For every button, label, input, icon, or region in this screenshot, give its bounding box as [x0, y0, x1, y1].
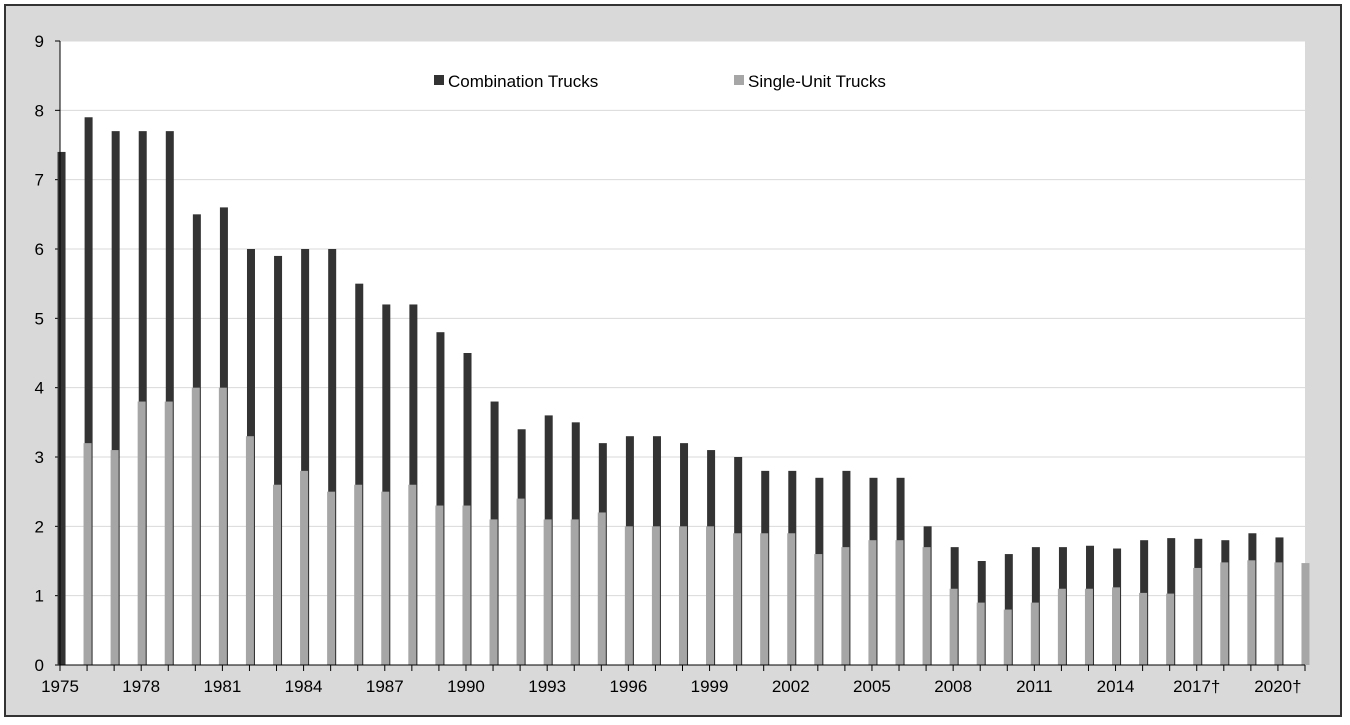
single-unit-bar: [327, 491, 336, 665]
x-tick-label: 1975: [41, 677, 79, 696]
single-unit-bar: [814, 554, 823, 665]
single-unit-bar: [976, 602, 985, 665]
legend: Combination Trucks Single-Unit Trucks: [434, 72, 886, 91]
single-unit-bar: [1139, 592, 1148, 665]
y-tick-label: 7: [35, 171, 44, 190]
combination-bar: [138, 131, 147, 666]
combination-bar: [111, 131, 120, 666]
combination-bar: [57, 151, 66, 665]
single-unit-bar: [1247, 560, 1256, 665]
single-unit-bar: [651, 526, 660, 665]
single-unit-bar: [1003, 609, 1012, 665]
single-unit-bar: [516, 498, 525, 665]
bars: [57, 117, 1310, 666]
single-unit-bar: [1084, 588, 1093, 665]
single-unit-bar: [272, 484, 281, 665]
single-unit-bar: [191, 387, 200, 665]
x-tick-label: 1993: [528, 677, 566, 696]
x-tick-label: 2014: [1097, 677, 1135, 696]
single-unit-bar: [895, 540, 904, 665]
single-unit-bar: [1030, 602, 1039, 665]
y-tick-label: 8: [35, 101, 44, 120]
single-unit-bar: [1112, 587, 1121, 665]
axes: [59, 41, 1306, 671]
x-tick-label: 2011: [1016, 677, 1053, 696]
y-tick-label: 4: [35, 379, 44, 398]
single-unit-bar: [83, 443, 92, 665]
x-axis-labels: 1975 1978 1981 1984 1987 1990 1993 1996 1999 2002…: [41, 677, 1301, 696]
combination-bar: [274, 255, 283, 665]
single-unit-bar: [300, 470, 309, 665]
y-tick-label: 1: [35, 587, 44, 606]
x-tick-label: 2017†: [1173, 677, 1220, 696]
single-unit-bar: [733, 533, 742, 665]
single-unit-bar: [1220, 562, 1229, 665]
y-tick-label: 2: [35, 517, 44, 536]
single-unit-bar: [137, 401, 146, 665]
legend-swatch-single-unit: [734, 75, 744, 85]
single-unit-bar: [624, 526, 633, 665]
y-tick-label: 9: [35, 32, 44, 51]
single-unit-bar: [1057, 588, 1066, 665]
single-unit-bar: [787, 533, 796, 665]
single-unit-bar: [922, 547, 931, 665]
combination-bar: [436, 332, 445, 665]
single-unit-bar: [164, 401, 173, 665]
combination-bar: [84, 117, 93, 666]
single-unit-bar: [245, 436, 254, 665]
x-tick-label: 2002: [772, 677, 810, 696]
x-tick-label: 2008: [934, 677, 972, 696]
single-unit-bar: [381, 491, 390, 665]
single-unit-bar: [678, 526, 687, 665]
single-unit-bar: [435, 505, 444, 665]
single-unit-bar: [570, 519, 579, 665]
legend-label-single-unit: Single-Unit Trucks: [748, 72, 886, 91]
x-tick-label: 2020†: [1254, 677, 1301, 696]
combination-bar: [355, 283, 364, 665]
single-unit-bar: [489, 519, 498, 665]
single-unit-bar: [706, 526, 715, 665]
single-unit-bar: [1301, 563, 1310, 665]
single-unit-bar: [354, 484, 363, 665]
legend-label-combination: Combination Trucks: [448, 72, 598, 91]
y-tick-label: 5: [35, 309, 44, 328]
single-unit-bar: [841, 547, 850, 665]
x-tick-label: 1990: [447, 677, 485, 696]
combination-bar: [382, 304, 391, 665]
single-unit-bar: [1193, 567, 1202, 665]
combination-bar: [301, 249, 310, 665]
x-tick-label: 1996: [609, 677, 647, 696]
single-unit-bar: [868, 540, 877, 665]
single-unit-bar: [408, 484, 417, 665]
y-axis-labels: 0 1 2 3 4 5 6 7 8 9: [35, 32, 44, 675]
legend-swatch-combination: [434, 75, 444, 85]
x-tick-label: 2005: [853, 677, 891, 696]
single-unit-bar: [597, 512, 606, 665]
single-unit-bar: [543, 519, 552, 665]
single-unit-bar: [110, 450, 119, 665]
x-tick-label: 1984: [285, 677, 323, 696]
single-unit-bar: [1166, 593, 1175, 665]
single-unit-bar: [949, 588, 958, 665]
x-tick-label: 1981: [203, 677, 241, 696]
single-unit-bar: [760, 533, 769, 665]
single-unit-bar: [1274, 562, 1283, 665]
x-tick-label: 1978: [122, 677, 160, 696]
y-tick-label: 6: [35, 240, 44, 259]
combination-bar: [328, 249, 337, 665]
x-tick-label: 1987: [366, 677, 404, 696]
single-unit-bar: [218, 387, 227, 665]
single-unit-bar: [462, 505, 471, 665]
y-tick-label: 0: [35, 656, 44, 675]
y-tick-label: 3: [35, 448, 44, 467]
x-tick-label: 1999: [691, 677, 729, 696]
combination-bar: [165, 131, 174, 666]
